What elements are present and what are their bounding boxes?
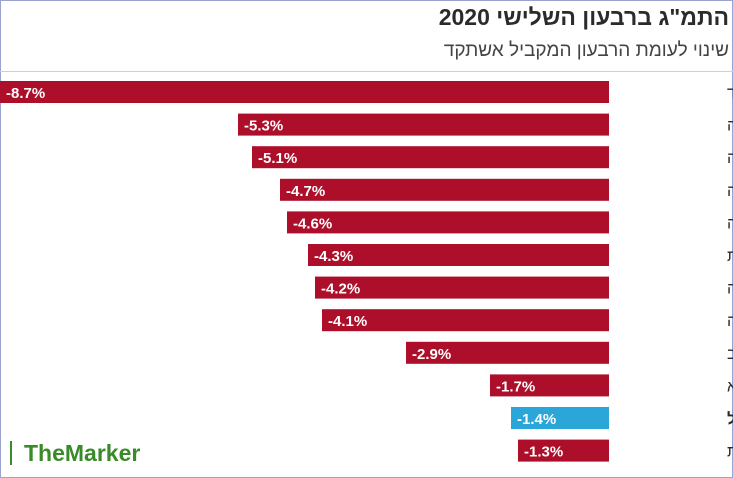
bar-11 bbox=[518, 439, 609, 462]
category-label-11: קוריאה הדרומית bbox=[727, 444, 733, 461]
category-label-7: שוודיה bbox=[727, 313, 733, 330]
bar-8 bbox=[406, 341, 609, 364]
title-divider bbox=[0, 71, 733, 72]
category-label-8: ארה"ב bbox=[727, 346, 733, 363]
category-label-0: ספרד bbox=[727, 85, 733, 102]
value-label-2: -5.1% bbox=[258, 150, 297, 167]
bar-3 bbox=[280, 178, 609, 201]
category-label-5: צרפת bbox=[727, 248, 733, 265]
bar-9 bbox=[490, 374, 609, 397]
category-label-1: אוסטריה bbox=[727, 118, 733, 135]
bar-2 bbox=[252, 146, 609, 169]
bar-5 bbox=[308, 244, 609, 266]
category-label-6: גרמניה bbox=[727, 281, 733, 298]
value-label-10: -1.4% bbox=[517, 411, 556, 428]
category-label-2: בלגיה bbox=[727, 149, 733, 167]
brand-name: TheMarker bbox=[24, 439, 141, 466]
value-label-0: -8.7% bbox=[6, 85, 45, 102]
category-label-4: קנדה bbox=[727, 215, 733, 232]
value-label-3: -4.7% bbox=[286, 183, 325, 200]
category-label-3: איטליה bbox=[727, 182, 733, 200]
value-label-1: -5.3% bbox=[244, 118, 283, 135]
category-label-9: ליטא bbox=[727, 377, 733, 395]
bar-6 bbox=[315, 276, 609, 299]
bar-0 bbox=[0, 81, 609, 103]
brand-logo: TheMarker bbox=[10, 439, 140, 467]
value-label-6: -4.2% bbox=[321, 281, 360, 298]
value-label-8: -2.9% bbox=[412, 346, 451, 363]
chart-subtitle: שינוי לעומת הרבעון המקביל אשתקד bbox=[443, 40, 729, 61]
value-label-11: -1.3% bbox=[524, 444, 563, 461]
brand-accent-bar bbox=[10, 441, 12, 465]
value-label-9: -1.7% bbox=[496, 378, 535, 395]
bar-7 bbox=[322, 309, 609, 332]
chart-title: התמ"ג ברבעון השלישי 2020 bbox=[438, 4, 729, 30]
value-label-5: -4.3% bbox=[314, 248, 353, 265]
bar-10 bbox=[511, 407, 609, 429]
bar-4 bbox=[287, 211, 609, 234]
bar-1 bbox=[238, 113, 609, 136]
value-label-4: -4.6% bbox=[293, 215, 332, 232]
value-label-7: -4.1% bbox=[328, 313, 367, 330]
category-label-10: ישראל bbox=[727, 410, 733, 428]
